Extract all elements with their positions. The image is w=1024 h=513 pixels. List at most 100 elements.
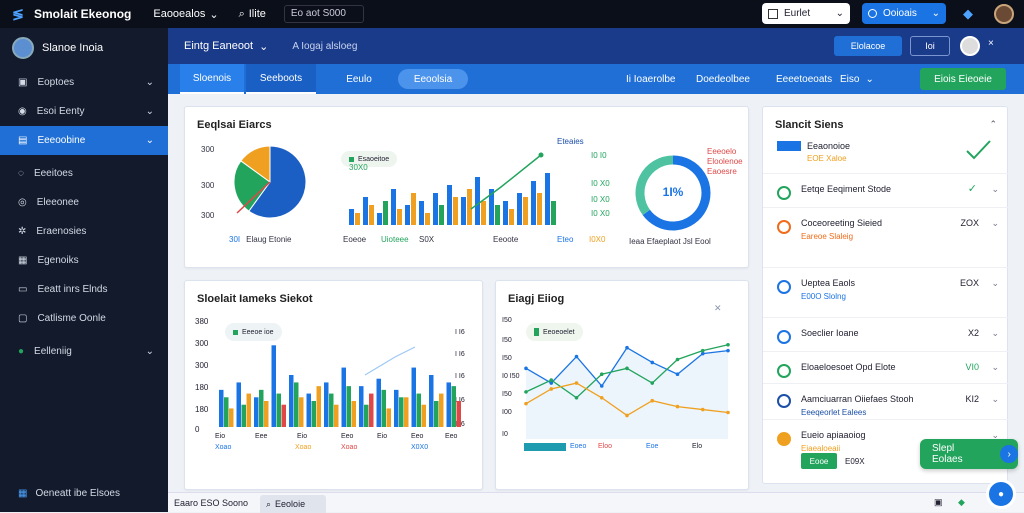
bar — [453, 197, 458, 225]
bar — [364, 404, 369, 427]
status-row[interactable]: Aamciuarran Oiiefaes Stooh Eeeqeorlet Eal… — [763, 383, 1009, 419]
tab-right-1[interactable]: Ii Ioaerolbe — [626, 73, 676, 85]
chevron-down-icon: ⌄ — [835, 8, 844, 19]
tab-4[interactable]: Eeoolsia — [398, 69, 468, 89]
status-row[interactable]: Eetqe Eeqiment Stode ✓ ⌄ — [763, 173, 1009, 207]
sidebar-item[interactable]: ✲ Eraenosies — [0, 217, 168, 246]
legend-swatch — [233, 329, 238, 335]
status-row[interactable]: Coceoreeting Sieied Eareoe Slaleig ZOX ⌄ — [763, 207, 1009, 267]
chevron-right-icon: › — [1000, 445, 1018, 463]
search-toggle[interactable]: ⌕ Ilite — [239, 8, 266, 21]
sidebar-user[interactable]: Slanoe Inoia — [0, 28, 168, 68]
sidebar-item[interactable]: ▣ Eoptoes ⌄ — [0, 68, 168, 97]
leaf-icon[interactable]: ◆ — [958, 497, 965, 507]
status-badge[interactable]: Eooe — [801, 453, 837, 469]
status-bar: Eaaro ESO Soono ⌕ Eeoloie ▣ ◆ ● — [168, 479, 1024, 513]
pie-slice — [233, 160, 271, 212]
sidebar-item[interactable]: ▦ Egenoiks — [0, 246, 168, 275]
tab-right-2[interactable]: Doedeolbee — [696, 73, 750, 85]
sidebar-item[interactable]: ◎ Eleeonee — [0, 188, 168, 217]
pie-y-tick: 300 — [201, 211, 215, 220]
tab-right-4[interactable]: Eiso ⌄ — [840, 64, 874, 94]
close-icon[interactable]: ✕ — [714, 303, 722, 313]
status-row[interactable]: Eloaeloesoet Opd Elote VI0 ⌄ — [763, 351, 1009, 383]
sidebar-item[interactable]: ◉ Esoi Eenty ⌄ — [0, 97, 168, 126]
tab-3[interactable]: Eeulo — [346, 73, 372, 85]
clock-icon — [777, 330, 791, 344]
chevron-down-icon[interactable]: ⌄ — [991, 218, 999, 228]
sidebar-item[interactable]: ▢ Catlisme Oonle — [0, 304, 168, 333]
sidebar-item[interactable]: ▭ Eeatt inrs Elnds — [0, 275, 168, 304]
header-action-button[interactable]: Elolacoe — [834, 36, 902, 56]
notification-icon[interactable]: ◆ — [963, 6, 973, 21]
chevron-up-icon[interactable]: ⌃ — [989, 119, 997, 129]
legend-swatch — [349, 156, 354, 162]
sidebar-footer[interactable]: ▦ Oeneatt ibe Elsoes — [18, 488, 120, 499]
close-icon[interactable]: × — [988, 38, 994, 49]
status-row-label: Eueio apiaaoiog — [801, 430, 866, 440]
data-point — [524, 401, 528, 406]
chevron-down-icon[interactable]: ⌄ — [991, 394, 999, 404]
bar — [377, 213, 382, 225]
right-tick: I I6 — [455, 397, 465, 404]
data-point — [574, 395, 579, 400]
sidebar-item[interactable]: ● Eelleniig ⌄ — [0, 337, 168, 366]
donut-legend: Eeeoelo — [707, 147, 737, 156]
status-row[interactable]: Ueptea Eaols E00O Slolng EOX ⌄ — [763, 267, 1009, 317]
donut-legend: Eaoesre — [707, 167, 737, 176]
chart-icon: ▤ — [18, 135, 28, 146]
data-point — [625, 413, 629, 418]
tab-right-3[interactable]: Eeeetoeoats — [776, 73, 833, 85]
tab-2[interactable]: Seeboots — [246, 64, 316, 94]
data-point — [625, 345, 629, 350]
user-avatar — [12, 37, 34, 59]
bar — [425, 213, 430, 225]
bars-bottom-label: Eteo — [557, 235, 574, 244]
bar — [369, 393, 374, 427]
chevron-down-icon[interactable]: ⌄ — [991, 328, 999, 338]
sidebar-item[interactable]: ▤ Eeeoobine ⌄ — [0, 126, 168, 155]
account-dropdown[interactable]: Ooioais ⌄ — [862, 3, 946, 24]
help-float-button[interactable]: Slepl Eolaes › — [920, 439, 1018, 469]
chevron-down-icon[interactable]: ⌄ — [991, 184, 999, 194]
x-sub-tick: X0X0 — [411, 444, 429, 451]
pie-pointer — [236, 181, 271, 214]
bottom-tab[interactable]: ⌕ Eeoloie — [260, 495, 326, 513]
chat-icon[interactable]: ● — [986, 479, 1016, 509]
header-avatar[interactable] — [960, 36, 980, 56]
primary-cta-button[interactable]: Eiois Eieoeie — [920, 68, 1006, 90]
filter-dropdown[interactable]: Eurlet ⌄ — [762, 3, 850, 24]
status-row[interactable]: Eueio apiaaoiog Eiaealoeaii ⌄ — [763, 419, 1009, 479]
workspace-dropdown[interactable]: Eintg Eaneoot ⌄ — [184, 40, 268, 53]
status-row[interactable]: Soeclier Ioane X2 ⌄ — [763, 317, 1009, 351]
bar — [289, 375, 294, 427]
x-tick: Eio — [215, 433, 226, 440]
donut-legend: Eloolenoe — [707, 157, 743, 166]
chevron-down-icon: ⌄ — [145, 77, 154, 88]
line-chart-scrollbar[interactable] — [524, 443, 566, 451]
top-search-input[interactable]: Eo aot S000 — [283, 5, 364, 23]
chevron-down-icon[interactable]: ⌄ — [991, 278, 999, 288]
header-icon-button[interactable]: Ioi — [910, 36, 950, 56]
bar — [349, 209, 354, 225]
printer-icon[interactable]: ▣ — [934, 497, 943, 507]
avatar[interactable] — [994, 4, 1014, 24]
bar — [451, 386, 456, 427]
sidebar-item-label: Catlisme Oonle — [37, 313, 106, 324]
bars-x-label: Eoeoe — [343, 235, 367, 244]
app-logo-icon[interactable]: ≶ — [12, 5, 24, 22]
chevron-down-icon[interactable]: ⌄ — [991, 362, 999, 372]
pie-legend-label: Elaug Etonie — [246, 235, 292, 244]
bar — [281, 404, 286, 427]
bar-chart — [349, 152, 556, 225]
bar — [439, 393, 444, 427]
x-tick: Eeo — [341, 433, 354, 440]
sidebar-item[interactable]: ◌ Eeeitoes — [0, 159, 168, 188]
bar — [411, 367, 416, 427]
chevron-down-icon[interactable]: ⌄ — [991, 430, 999, 440]
data-point — [675, 372, 680, 377]
tab-1[interactable]: Sloenois — [180, 64, 244, 94]
data-point — [700, 407, 705, 412]
nav-dropdown[interactable]: Eaooealos ⌄ — [153, 8, 218, 21]
data-point — [726, 348, 730, 353]
